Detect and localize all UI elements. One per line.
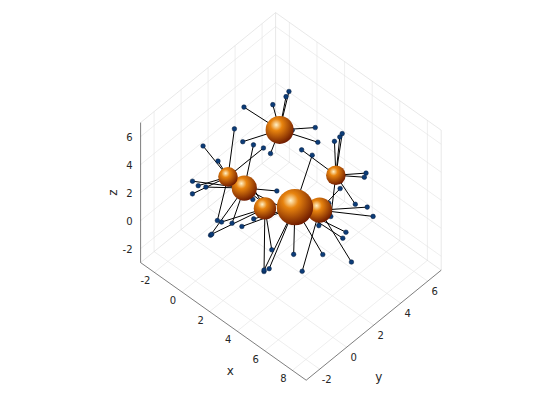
svg-text:x: x <box>227 364 234 378</box>
svg-text:0: 0 <box>126 216 132 227</box>
svg-text:y: y <box>375 370 382 384</box>
svg-text:4: 4 <box>405 308 411 319</box>
svg-text:0: 0 <box>170 295 176 306</box>
svg-text:-2: -2 <box>322 374 332 385</box>
svg-text:-2: -2 <box>123 244 133 255</box>
svg-text:6: 6 <box>432 286 438 297</box>
svg-text:z: z <box>106 189 120 195</box>
svg-text:2: 2 <box>197 315 203 326</box>
svg-text:0: 0 <box>351 352 357 363</box>
svg-text:6: 6 <box>126 132 132 143</box>
svg-text:2: 2 <box>126 188 132 199</box>
svg-text:-2: -2 <box>140 275 150 286</box>
svg-text:4: 4 <box>225 334 231 345</box>
svg-text:6: 6 <box>253 354 259 365</box>
svg-text:8: 8 <box>280 373 286 384</box>
svg-text:4: 4 <box>126 160 132 171</box>
svg-text:2: 2 <box>378 330 384 341</box>
